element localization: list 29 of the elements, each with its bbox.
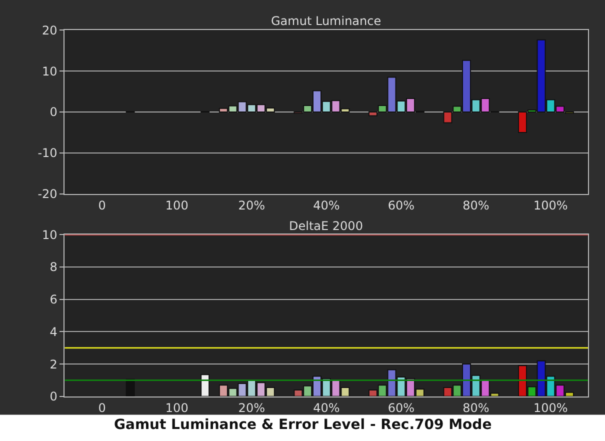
chart-title: Gamut Luminance: [271, 14, 382, 28]
y-tick-label: 0: [50, 105, 58, 120]
y-tick-label: 2: [50, 357, 58, 372]
y-tick-label: 10: [42, 228, 58, 242]
y-tick-label: 6: [50, 292, 58, 307]
x-tick-label: 40%: [313, 400, 340, 415]
x-tick-label: 100%: [534, 400, 568, 415]
bar: [200, 374, 210, 396]
y-tick-label: 4: [50, 324, 58, 339]
chart-title: DeltaE 2000: [289, 219, 363, 233]
x-tick-label: 20%: [238, 400, 265, 415]
x-tick-label: 60%: [388, 198, 414, 212]
x-tick-label: 100%: [534, 198, 568, 212]
x-tick-label: 100: [165, 400, 188, 415]
y-tick-label: 20: [42, 23, 58, 38]
y-tick-label: 8: [50, 260, 58, 274]
y-tick-label: -20: [38, 187, 58, 202]
text: Gamut Luminance & Error Level - Rec.709 Mode: [114, 417, 492, 433]
x-tick-label: 60%: [388, 400, 414, 415]
y-tick-label: -10: [38, 146, 58, 160]
x-tick-label: 40%: [313, 198, 340, 212]
x-tick-label: 0: [98, 400, 106, 415]
x-tick-label: 20%: [238, 198, 265, 212]
x-tick-label: 80%: [462, 400, 490, 415]
y-tick-label: 0: [50, 390, 58, 404]
y-tick-label: 10: [42, 64, 58, 78]
x-tick-label: 100: [165, 198, 188, 212]
x-tick-label: 0: [98, 198, 106, 212]
x-tick-label: 80%: [462, 198, 490, 212]
